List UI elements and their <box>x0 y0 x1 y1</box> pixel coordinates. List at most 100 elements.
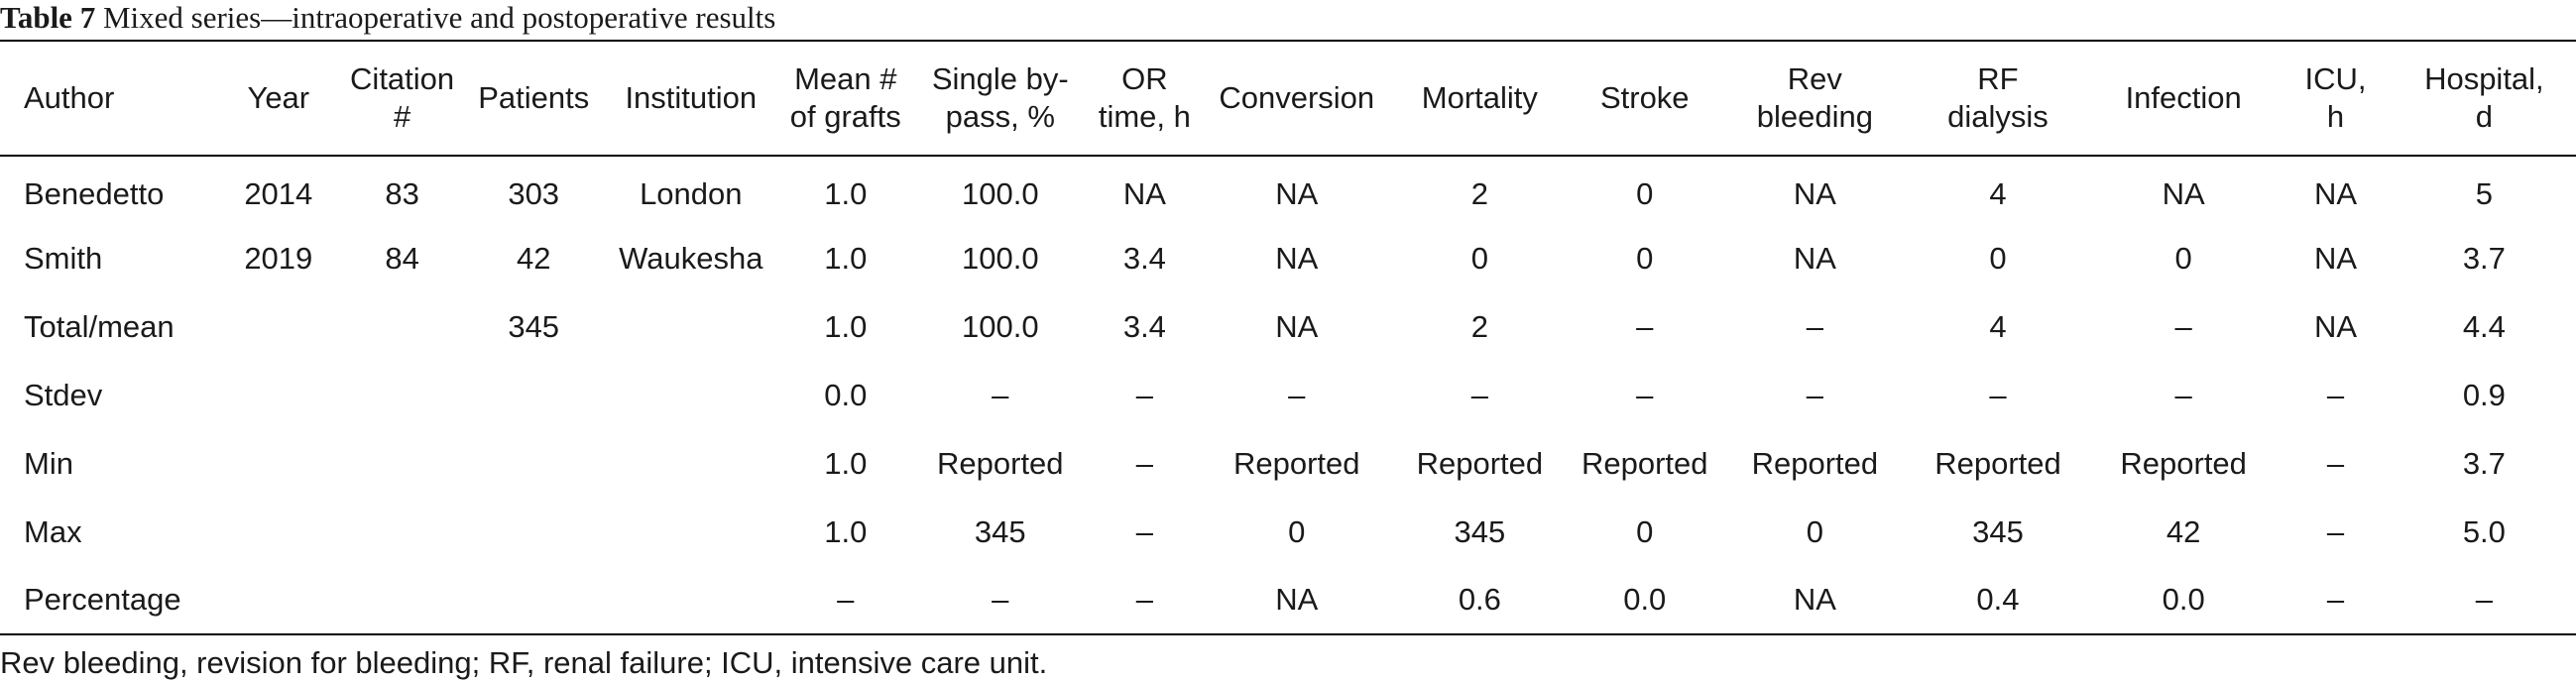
table-cell: 345 <box>974 513 1026 549</box>
column-header: Hospital, d <box>2393 41 2576 156</box>
table-cell: NA <box>1793 240 1836 276</box>
table-cell: Benedetto <box>24 176 165 211</box>
table-cell: Min <box>24 445 73 481</box>
table-cell <box>603 361 778 429</box>
column-header: Mean # of grafts <box>778 41 912 156</box>
table-cell: London <box>640 176 743 211</box>
table-label: Table 7 <box>0 0 96 35</box>
table-cell: NA <box>1275 240 1319 276</box>
table-cell: – <box>1636 377 1654 412</box>
table-row: Total/mean 345 1.0 100.0 3.4 NA 2 – – 4 – NA 4.4 <box>0 292 2576 361</box>
table-cell: Waukesha <box>619 240 763 276</box>
table-cell: 0 <box>1806 513 1823 549</box>
column-header-line: Mortality <box>1421 80 1538 115</box>
table-cell: 0 <box>1636 240 1654 276</box>
table-cell: 1.0 <box>824 176 868 211</box>
table-cell: Reported <box>1934 445 2061 481</box>
table-cell <box>603 498 778 566</box>
column-header: Institution <box>603 41 778 156</box>
column-header-line: Year <box>247 80 310 115</box>
table-cell: Smith <box>24 240 103 276</box>
table-cell <box>603 429 778 498</box>
table-cell: – <box>992 582 1009 617</box>
table-cell: – <box>2326 582 2345 617</box>
table-cell <box>603 566 778 634</box>
table-cell <box>464 566 603 634</box>
column-header-line: Patients <box>478 80 590 115</box>
column-header: Infection <box>2088 41 2279 156</box>
table-cell: 1.0 <box>824 445 868 481</box>
table-cell: Stdev <box>24 377 103 412</box>
table-cell: 303 <box>508 176 560 211</box>
table-cell: 4 <box>1989 176 2007 211</box>
table-row: Benedetto 2014 83 303 London 1.0 100.0 NA NA 2 0 NA… <box>0 156 2576 224</box>
table-cell: 345 <box>1972 513 2024 549</box>
table-cell: – <box>1806 308 1823 344</box>
table-row: Smith 2019 84 42 Waukesha 1.0 100.0 3.4 NA 0 0 NA 0 0… <box>0 224 2576 292</box>
column-header-line: Infection <box>2125 80 2242 115</box>
table-cell: – <box>2475 582 2493 617</box>
table-cell: NA <box>1275 176 1319 211</box>
table-cell: – <box>2326 513 2345 549</box>
results-table: Author Year Citation # Patients Institution Me… <box>0 40 2576 635</box>
table-cell: – <box>1135 445 1153 481</box>
column-header: Conversion <box>1202 41 1392 156</box>
table-cell <box>216 292 340 361</box>
table-cell: Reported <box>1751 445 1879 481</box>
table-cell <box>464 361 603 429</box>
column-header: ICU, h <box>2279 41 2392 156</box>
table-cell: – <box>1135 377 1153 412</box>
table-cell <box>340 429 464 498</box>
table-cell <box>216 498 340 566</box>
column-header-line: Citation <box>350 61 455 96</box>
table-cell: 42 <box>516 240 551 276</box>
table-cell: – <box>1135 513 1153 549</box>
column-header-line: pass, % <box>945 99 1055 134</box>
column-header: RF dialysis <box>1908 41 2088 156</box>
table-cell: – <box>1989 377 2007 412</box>
table-cell: Percentage <box>24 582 181 617</box>
column-header-line: d <box>2475 99 2493 134</box>
table-cell: 100.0 <box>962 308 1039 344</box>
table-cell: 0 <box>2174 240 2192 276</box>
table-cell: 0.0 <box>824 377 868 412</box>
table-cell: 1.0 <box>824 513 868 549</box>
table-cell <box>340 292 464 361</box>
table-cell: NA <box>1275 582 1319 617</box>
table-row: Min 1.0 Reported – Reported Reported Reported R… <box>0 429 2576 498</box>
table-row: Max 1.0 345 – 0 345 0 0 345 42 – 5.0 <box>0 498 2576 566</box>
table-cell: 0.4 <box>1976 582 2020 617</box>
table-cell: 3.4 <box>1122 240 1166 276</box>
table-cell <box>340 498 464 566</box>
table-title: Mixed series—intraoperative and postoper… <box>102 0 776 35</box>
column-header-line: Rev <box>1787 61 1842 96</box>
column-header: Author <box>0 41 216 156</box>
table-cell: Reported <box>937 445 1064 481</box>
column-header-line: ICU, <box>2304 61 2367 96</box>
table-cell: NA <box>1793 582 1836 617</box>
column-header: Mortality <box>1392 41 1568 156</box>
table-cell <box>340 361 464 429</box>
table-cell: 2 <box>1470 176 1488 211</box>
column-header-line: Mean # <box>794 61 897 96</box>
table-cell: 42 <box>2166 513 2201 549</box>
table-cell: 1.0 <box>824 308 868 344</box>
table-cell: – <box>1636 308 1654 344</box>
table-cell: – <box>837 582 855 617</box>
table-cell: Max <box>24 513 82 549</box>
table-cell: – <box>1806 377 1823 412</box>
table-cell: – <box>1135 582 1153 617</box>
column-header-line: h <box>2326 99 2345 134</box>
column-header: Stroke <box>1568 41 1722 156</box>
table-cell: – <box>2326 377 2345 412</box>
column-header-line: Hospital, <box>2424 61 2544 96</box>
table-cell: 0.0 <box>1623 582 1667 617</box>
table-cell: – <box>2174 377 2192 412</box>
table-cell: 3.7 <box>2462 445 2506 481</box>
table-row: Stdev 0.0 – – – – – – – – – 0.9 <box>0 361 2576 429</box>
table-cell: NA <box>1793 176 1836 211</box>
table-cell <box>340 566 464 634</box>
header-row: Author Year Citation # Patients Institution Me… <box>0 41 2576 156</box>
table-cell: 0 <box>1288 513 1306 549</box>
column-header-line: dialysis <box>1947 99 2049 134</box>
